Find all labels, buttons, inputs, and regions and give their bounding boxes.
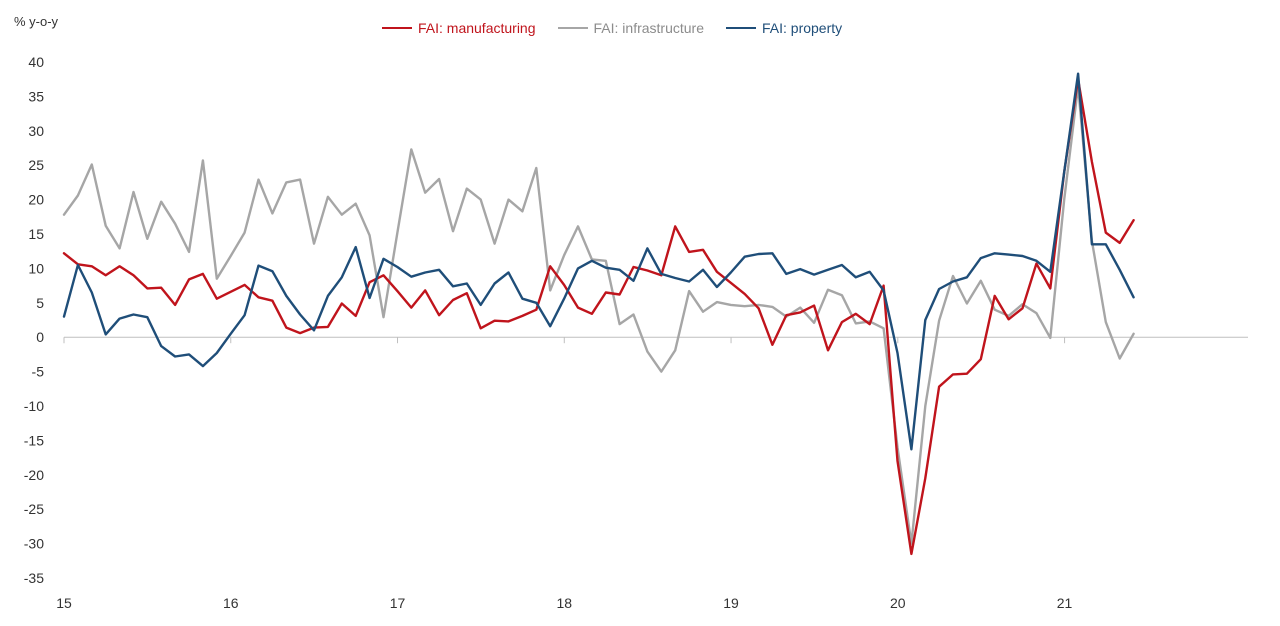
y-tick-label: 5: [36, 295, 44, 311]
y-tick-label: 20: [28, 192, 44, 208]
legend-swatch-infrastructure: [557, 27, 588, 29]
x-tick-label: 15: [56, 595, 72, 611]
legend-item-infrastructure: FAI: infrastructure: [557, 20, 704, 36]
y-tick-label: -10: [24, 398, 44, 414]
legend-swatch-property: [726, 27, 756, 29]
y-tick-label: 10: [28, 260, 44, 276]
legend-label-manufacturing: FAI: manufacturing: [418, 20, 536, 36]
legend-swatch-manufacturing: [382, 27, 412, 29]
y-tick-label: 25: [28, 157, 44, 173]
y-tick-label: -5: [32, 364, 45, 380]
y-tick-label: 35: [28, 88, 44, 104]
y-tick-label: -15: [24, 432, 44, 448]
y-tick-label: -30: [24, 536, 44, 552]
series-line-fai-manufacturing: [62, 77, 1135, 556]
legend-item-manufacturing: FAI: manufacturing: [382, 20, 536, 36]
legend-label-infrastructure: FAI: infrastructure: [593, 20, 704, 36]
y-tick-label: -35: [24, 570, 44, 586]
y-tick-label: -25: [24, 501, 44, 517]
series-line-fai-property: [62, 72, 1135, 451]
y-axis-unit-label: % y-o-y: [14, 14, 59, 29]
legend-item-property: FAI: property: [726, 20, 842, 36]
series-line-fai-infrastructure: [62, 84, 1135, 545]
y-tick-label: -20: [24, 467, 44, 483]
y-tick-label: 30: [28, 123, 44, 139]
y-tick-label: 40: [28, 54, 44, 70]
x-tick-label: 21: [1057, 595, 1073, 611]
y-tick-label: 0: [36, 329, 44, 345]
y-tick-label: 15: [28, 226, 44, 242]
legend: FAI: manufacturing FAI: infrastructure F…: [382, 20, 842, 36]
x-tick-label: 19: [723, 595, 739, 611]
x-tick-label: 20: [890, 595, 906, 611]
x-tick-label: 17: [390, 595, 406, 611]
x-tick-label: 16: [223, 595, 239, 611]
legend-label-property: FAI: property: [762, 20, 843, 36]
x-tick-label: 18: [556, 595, 572, 611]
